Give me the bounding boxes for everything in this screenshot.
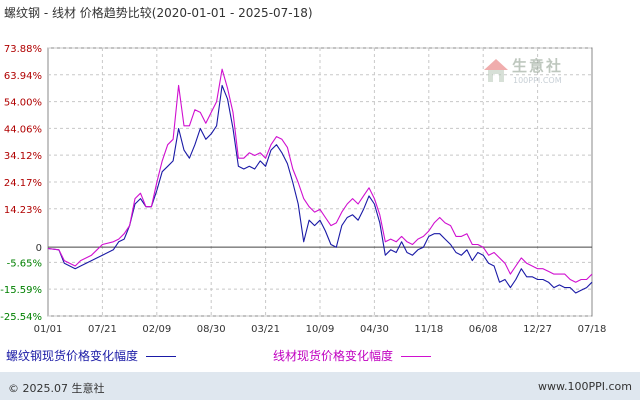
series-lines xyxy=(47,68,593,294)
house-logo-icon xyxy=(484,59,508,82)
series-line-rebar xyxy=(47,84,593,294)
x-tick-label: 04/30 xyxy=(360,324,389,335)
legend-swatch-wire-rod xyxy=(401,356,432,357)
legend-swatch-rebar xyxy=(146,356,177,357)
chart-title: 螺纹钢 - 线材 价格趋势比较(2020-01-01 - 2025-07-18) xyxy=(4,6,313,20)
x-tick-label: 06/08 xyxy=(469,324,498,335)
x-tick-label: 08/30 xyxy=(197,324,226,335)
x-axis-ticks: 01/01 07/21 02/09 08/30 03/21 10/09 04/30 11/18… xyxy=(34,324,607,335)
watermark-brand: 生意社 xyxy=(512,57,564,75)
x-tick-label: 07/18 xyxy=(578,324,607,335)
y-tick-label: 0 xyxy=(36,243,42,254)
legend-label-rebar: 螺纹钢现货价格变化幅度 xyxy=(6,349,139,363)
series-line-wire-rod xyxy=(47,68,593,283)
site-url[interactable]: www.100PPI.com xyxy=(538,380,632,393)
y-tick-label: 34.12% xyxy=(4,151,42,162)
x-tick-label: 10/09 xyxy=(306,324,335,335)
y-tick-label: -15.59% xyxy=(0,285,42,296)
watermark-url: 100PPI.COM xyxy=(513,76,562,85)
legend-label-wire-rod: 线材现货价格变化幅度 xyxy=(273,349,394,363)
y-axis-ticks: 73.88% 63.94% 54.00% 44.06% 34.12% 24.17% 14.2… xyxy=(0,44,42,323)
y-tick-label: 24.17% xyxy=(4,178,42,189)
footer-bar: © 2025.07 生意社 www.100PPI.com xyxy=(0,372,640,400)
x-tick-label: 07/21 xyxy=(88,324,117,335)
legend-item-rebar: 螺纹钢现货价格变化幅度 xyxy=(6,347,177,364)
y-tick-label: 14.23% xyxy=(4,205,42,216)
y-tick-label: 73.88% xyxy=(4,44,42,55)
copyright-text: © 2025.07 生意社 xyxy=(8,382,105,395)
y-tick-label: 44.06% xyxy=(4,124,42,135)
x-tick-label: 03/21 xyxy=(251,324,280,335)
x-tick-label: 12/27 xyxy=(523,324,552,335)
grid-lines xyxy=(48,47,592,317)
x-tick-label: 11/18 xyxy=(414,324,443,335)
y-tick-label: -25.54% xyxy=(0,312,42,323)
y-tick-label: 63.94% xyxy=(4,71,42,82)
y-tick-label: 54.00% xyxy=(4,98,42,109)
y-tick-label: -5.65% xyxy=(7,258,42,269)
legend-item-wire-rod: 线材现货价格变化幅度 xyxy=(273,347,432,364)
x-tick-label: 01/01 xyxy=(34,324,63,335)
watermark: 生意社 100PPI.COM xyxy=(482,55,574,91)
x-tick-label: 02/09 xyxy=(142,324,171,335)
line-chart: 73.88% 63.94% 54.00% 44.06% 34.12% 24.17% 14.2… xyxy=(0,44,607,335)
